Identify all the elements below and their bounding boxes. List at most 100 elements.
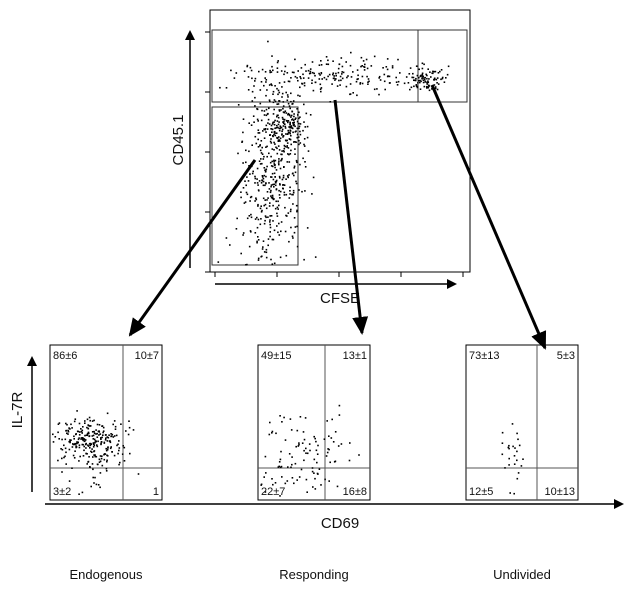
dot <box>507 446 510 449</box>
dot <box>339 75 342 78</box>
dot <box>100 457 103 460</box>
dot <box>291 118 294 120</box>
dot <box>329 461 331 464</box>
dot <box>112 436 115 438</box>
dot <box>284 145 286 148</box>
dot <box>511 423 514 425</box>
dot <box>423 78 426 81</box>
dot <box>299 95 301 97</box>
dot <box>272 220 274 222</box>
dot <box>276 215 279 217</box>
dot <box>320 87 323 89</box>
dot <box>256 240 258 243</box>
dot <box>282 105 285 107</box>
dot <box>260 140 263 142</box>
dot <box>309 449 311 452</box>
dot <box>265 207 268 210</box>
dot <box>278 136 280 138</box>
dot <box>292 122 294 124</box>
dot <box>276 71 279 73</box>
dot <box>300 67 303 69</box>
dot <box>289 418 292 420</box>
dot <box>268 188 271 190</box>
dot <box>303 145 306 147</box>
dot <box>263 137 266 139</box>
dot <box>259 223 262 226</box>
dot <box>61 457 63 460</box>
dot <box>257 138 259 141</box>
dot <box>356 94 358 97</box>
dot <box>265 248 268 251</box>
dot <box>84 420 86 422</box>
dot <box>284 482 287 485</box>
dot <box>349 64 352 67</box>
gate <box>211 106 299 266</box>
dot <box>243 202 246 204</box>
dot <box>87 427 90 430</box>
dot <box>100 442 102 445</box>
dot <box>282 184 285 186</box>
dot <box>434 70 437 73</box>
dot <box>97 440 99 443</box>
dot <box>265 108 268 111</box>
dot <box>376 88 378 90</box>
dot <box>69 439 71 441</box>
dot <box>293 217 296 219</box>
dot <box>386 58 389 60</box>
dot <box>263 251 266 253</box>
dot <box>66 432 68 435</box>
dot <box>262 158 265 160</box>
dot <box>265 79 268 81</box>
dot <box>260 182 263 184</box>
dot <box>291 463 293 466</box>
dot <box>86 418 89 421</box>
dot <box>337 71 340 74</box>
dot <box>308 443 311 445</box>
dot <box>266 89 268 91</box>
dot <box>263 110 266 112</box>
dot <box>92 442 95 445</box>
dot <box>278 204 280 207</box>
dot <box>403 82 406 85</box>
dot <box>286 99 289 102</box>
dot <box>102 431 104 434</box>
dot <box>386 68 389 71</box>
dot <box>418 68 420 71</box>
dot <box>306 136 309 139</box>
dot <box>249 200 251 202</box>
dot <box>391 66 394 69</box>
dot <box>98 434 100 436</box>
dot <box>320 60 322 62</box>
dot <box>425 85 428 88</box>
dot <box>296 225 298 228</box>
dot <box>262 197 265 200</box>
dot <box>76 442 78 445</box>
dot <box>277 140 280 142</box>
dot <box>340 57 343 59</box>
dot <box>433 84 436 86</box>
dot <box>273 161 275 163</box>
dot <box>279 183 281 185</box>
dot <box>327 448 329 450</box>
dot <box>311 467 314 469</box>
dot <box>237 104 240 106</box>
dot <box>305 112 308 115</box>
dot <box>261 176 264 178</box>
dot <box>420 80 422 83</box>
dot <box>304 161 306 163</box>
dot <box>287 147 290 149</box>
dot <box>309 68 312 70</box>
dot <box>254 77 257 80</box>
dot <box>269 161 272 164</box>
dot <box>264 184 266 187</box>
dot <box>104 434 107 436</box>
dot <box>260 81 263 83</box>
dot <box>118 440 120 442</box>
dot <box>61 448 64 451</box>
dot <box>286 145 288 147</box>
dot <box>247 76 250 78</box>
dot <box>303 258 305 261</box>
dot <box>418 80 420 82</box>
dot <box>338 414 341 416</box>
dot <box>286 215 288 217</box>
